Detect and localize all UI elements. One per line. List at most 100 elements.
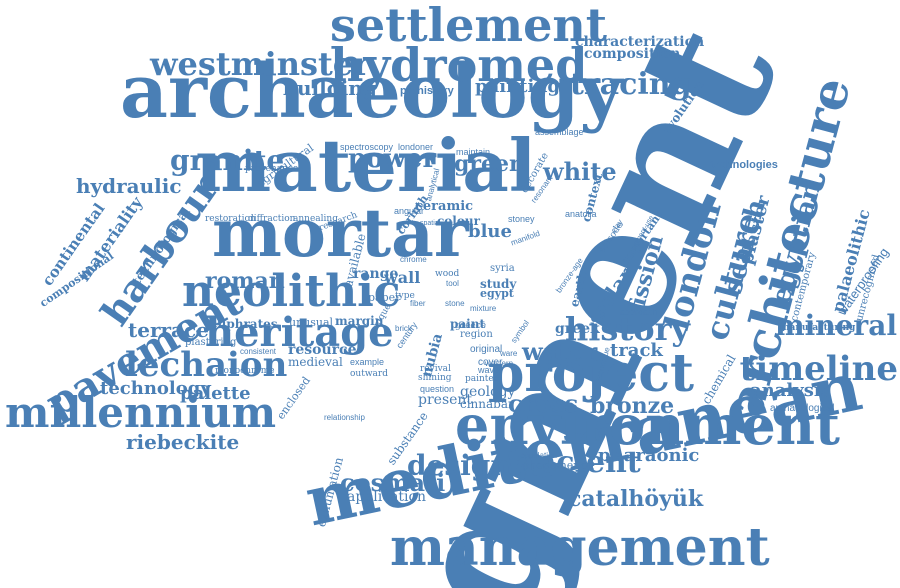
word-cinnabar: cinnabar [460,397,514,411]
word-syria: syria [490,263,515,274]
word-riebeckite: riebeckite [126,430,240,454]
word-technology: technology [100,378,211,399]
word-power: power [348,144,437,174]
word-spatial: spatial [420,220,441,227]
word-tracing: tracing [570,67,692,102]
word-revival: revival [420,364,451,374]
word-project: project [488,343,695,404]
word-monochrome: monochrome [215,366,275,376]
word-painted: painted [465,374,500,384]
word-history: history [565,310,691,348]
word-greek: greek [555,321,600,337]
word-characterization: characterization [575,34,705,50]
word-lechaion: lechaion [125,345,288,385]
word-provenance: provenance [245,164,299,174]
word-tool: tool [446,279,459,288]
word-study: study [480,277,517,291]
word-restoration: restoration [205,214,256,224]
word-technologies: technologies [710,159,778,171]
word-track: track [610,340,663,361]
word-mortar: mortar [212,194,469,272]
word-anatolia: anatolia [565,209,597,219]
word-cosmati: cosmati [340,468,446,497]
word-type: type [395,291,415,301]
word-phenomenon: phenomenon [522,459,595,472]
word-outward: outward [350,369,388,379]
word-cover: cover [478,357,503,368]
word-relationship: relationship [324,413,365,422]
word-catalh-y-k: catalhöyük [568,486,704,512]
word-mineral: mineral [775,309,897,342]
word-roman: roman [205,268,285,294]
word-mixture: mixture [470,304,497,313]
word-geology: geology [460,384,516,400]
word-white: white [543,157,617,186]
word-granite: granite [170,144,285,177]
word-stone: stone [445,299,465,308]
word-heritage: heritage [205,309,394,356]
word-ancient: ancient [515,445,641,480]
word-timeline: timeline [739,349,898,389]
word-spectroscopy: spectroscopy [340,142,394,152]
word-westminster: westminster [150,45,370,83]
word-ceramic: ceramic [415,199,474,214]
word-application: application [347,489,426,505]
word-hydraulic: hydraulic [76,174,182,198]
word-resource: resource [288,342,357,358]
word-plastering: plastering [185,337,237,348]
word-example: example [350,357,385,367]
word-water: water [522,337,598,366]
word-bronze: bronze [590,393,675,419]
word-painting: painting [475,76,560,97]
word-paper: paper [368,291,401,304]
word-hydromed: hydromed [330,38,588,92]
word-original: original [470,344,503,355]
word-analysis: analysis [750,380,831,401]
word-fiber: fiber [410,299,426,308]
word-colour: colour [437,214,480,228]
word-material: material [195,123,537,208]
word-prehistory: prehistory [400,85,454,97]
word-management: management [390,517,770,578]
word-design: design [407,449,511,482]
word-brick: brick [395,324,412,333]
word-terrace: terrace [128,318,209,342]
word-building: building [283,76,377,100]
word-assemblage: assemblage [535,127,584,137]
word-paint: paint [450,317,485,331]
word-londoner: londoner [398,142,434,152]
word-manufacturing: manufacturing [780,323,856,333]
word-western: western [485,359,514,368]
word-wood: wood [435,269,460,279]
word-cross: cross [508,389,579,418]
word-greece: greece [455,321,487,331]
word-maintain: maintain [456,147,491,157]
word-margin: margin [335,314,384,328]
word-region: region [460,329,493,340]
word-medieval: medieval [288,355,343,369]
word-range: range [353,266,399,282]
word-archaeology: archaeology [120,49,623,135]
word-diffraction: diffraction [248,214,296,224]
word-annealing: annealing [293,214,338,224]
word-archaeological: archaeological [770,403,835,414]
word-green: green [454,151,525,177]
word-neolithic: neolithic [182,266,401,317]
word-shining: shining [418,373,452,383]
word-composition: composition [584,46,681,62]
word-consistent: consistent [240,347,277,356]
word-egypt: egypt [480,287,514,300]
word-stoney: stoney [508,214,535,224]
word-chrome: chrome [400,255,427,264]
word-wave: wave [478,365,500,375]
word-approach: approach [620,307,658,317]
word-pharaonic: pharaonic [598,445,700,466]
word-palette: palette [180,383,251,404]
word-angular: angular [394,206,425,216]
word-euphrates: euphrates [210,317,278,331]
word-settlement: settlement [330,0,608,52]
word-ware: ware [500,349,518,358]
word-environment: environment [455,393,840,457]
word-wall: wall [384,268,421,287]
